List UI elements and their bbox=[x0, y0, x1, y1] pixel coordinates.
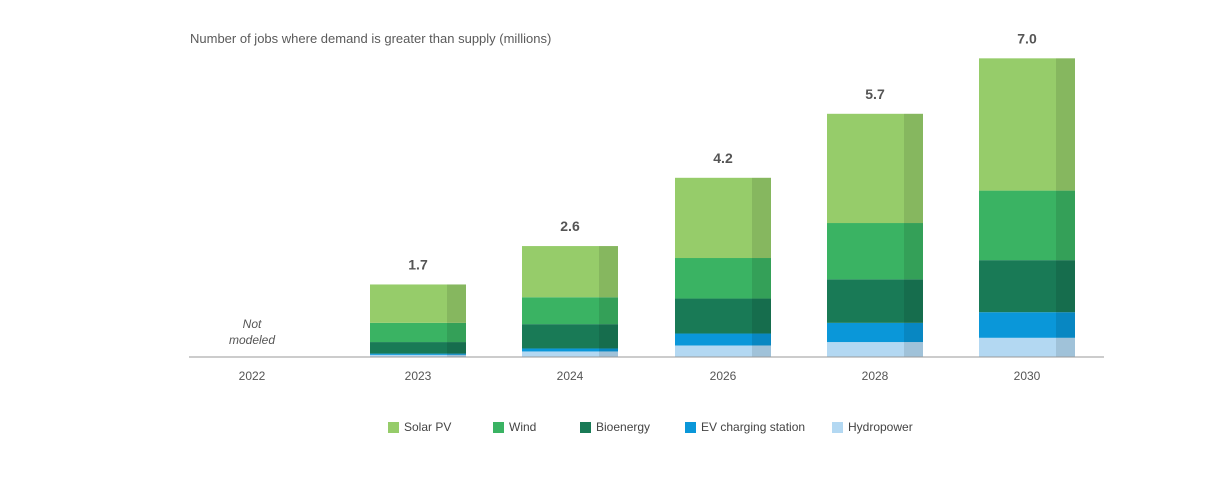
legend-swatch bbox=[388, 421, 399, 433]
legend-item: Hydropower bbox=[832, 420, 913, 434]
bar-segment-bioenergy bbox=[675, 298, 771, 334]
x-axis-tick-label: 2026 bbox=[710, 369, 737, 383]
bar-segment-ev-charging-station-shade bbox=[1056, 312, 1075, 338]
bar-segment-wind bbox=[979, 190, 1075, 261]
bar-segment-wind-shade bbox=[752, 258, 771, 299]
legend-item: EV charging station bbox=[685, 420, 805, 434]
bar-segment-ev-charging-station-shade bbox=[752, 333, 771, 346]
legend-swatch bbox=[580, 421, 591, 433]
total-label: 2.6 bbox=[560, 218, 580, 234]
bar-segment-wind bbox=[827, 223, 923, 280]
x-axis-tick-label: 2024 bbox=[557, 369, 584, 383]
x-axis-tick-label: 2022 bbox=[239, 369, 266, 383]
bar-segment-bioenergy-shade bbox=[599, 324, 618, 349]
legend-label: Solar PV bbox=[404, 420, 452, 434]
bar-segment-solar-pv-shade bbox=[904, 113, 923, 224]
legend-swatch bbox=[493, 421, 504, 433]
bar-segment-bioenergy bbox=[522, 324, 618, 349]
bar-segment-wind-shade bbox=[1056, 190, 1075, 261]
bar-segment-solar-pv-shade bbox=[599, 246, 618, 298]
bar-segment-bioenergy bbox=[979, 260, 1075, 313]
bar-segment-hydropower bbox=[827, 342, 923, 357]
bar-segment-bioenergy bbox=[370, 342, 466, 354]
bar-segment-ev-charging-station bbox=[370, 353, 466, 355]
legend-label: Wind bbox=[509, 420, 537, 434]
bar-segment-solar-pv bbox=[979, 58, 1075, 191]
bar-segment-solar-pv-shade bbox=[447, 284, 466, 323]
x-axis-tick-label: 2023 bbox=[405, 369, 432, 383]
bar-segment-wind bbox=[522, 297, 618, 325]
bar-segment-ev-charging-station-shade bbox=[599, 348, 618, 352]
total-label: 4.2 bbox=[713, 150, 733, 166]
bar-segment-ev-charging-station bbox=[675, 333, 771, 346]
total-label: 1.7 bbox=[408, 256, 428, 272]
legend: Solar PV Wind Bioenergy EV charging station… bbox=[0, 420, 1206, 438]
x-axis-tick-label: 2028 bbox=[862, 369, 889, 383]
legend-item: Solar PV bbox=[388, 420, 451, 434]
bar-segment-ev-charging-station bbox=[522, 348, 618, 352]
bar-segment-bioenergy-shade bbox=[1056, 260, 1075, 313]
bar-segment-wind-shade bbox=[447, 322, 466, 343]
legend-item: Wind bbox=[493, 420, 536, 434]
bar-segment-ev-charging-station bbox=[979, 312, 1075, 338]
bar-segment-bioenergy-shade bbox=[447, 342, 466, 354]
bar-segment-hydropower-shade bbox=[599, 351, 618, 357]
bar-segment-hydropower-shade bbox=[1056, 337, 1075, 357]
bar-segment-hydropower-shade bbox=[904, 342, 923, 357]
bar-segment-hydropower bbox=[370, 354, 466, 357]
bar-segment-wind bbox=[675, 258, 771, 299]
bar-segment-wind bbox=[370, 322, 466, 343]
legend-label: EV charging station bbox=[701, 420, 806, 434]
legend-item: Bioenergy bbox=[580, 420, 650, 434]
bar-segment-hydropower bbox=[979, 337, 1075, 357]
bar-segment-solar-pv bbox=[827, 113, 923, 224]
bar-segment-solar-pv-shade bbox=[1056, 58, 1075, 191]
bar-segment-bioenergy-shade bbox=[904, 279, 923, 323]
bar-segment-ev-charging-station-shade bbox=[447, 353, 466, 355]
legend-swatch bbox=[685, 421, 696, 433]
bar-segment-ev-charging-station-shade bbox=[904, 322, 923, 343]
chart-title: Number of jobs where demand is greater t… bbox=[190, 31, 552, 46]
bar-segment-solar-pv bbox=[675, 177, 771, 259]
bar-segment-bioenergy bbox=[827, 279, 923, 323]
x-axis-tick-label: 2030 bbox=[1014, 369, 1041, 383]
bar-segment-hydropower bbox=[522, 351, 618, 357]
bar-segment-hydropower-shade bbox=[447, 354, 466, 357]
bar-segment-solar-pv bbox=[370, 284, 466, 323]
bar-segment-solar-pv bbox=[522, 246, 618, 298]
bar-segment-solar-pv-shade bbox=[752, 177, 771, 259]
bar-segment-hydropower bbox=[675, 345, 771, 357]
legend-label: Bioenergy bbox=[596, 420, 651, 434]
bar-segment-bioenergy-shade bbox=[752, 298, 771, 334]
legend-swatch bbox=[832, 421, 843, 433]
total-label: 5.7 bbox=[865, 86, 885, 102]
bar-segment-hydropower-shade bbox=[752, 345, 771, 357]
not-modeled-note: Not bbox=[243, 317, 262, 331]
total-label: 7.0 bbox=[1017, 30, 1037, 46]
not-modeled-note: modeled bbox=[229, 333, 275, 347]
bar-segment-wind-shade bbox=[599, 297, 618, 325]
legend-label: Hydropower bbox=[848, 420, 913, 434]
bar-segment-wind-shade bbox=[904, 223, 923, 280]
bar-segment-ev-charging-station bbox=[827, 322, 923, 343]
